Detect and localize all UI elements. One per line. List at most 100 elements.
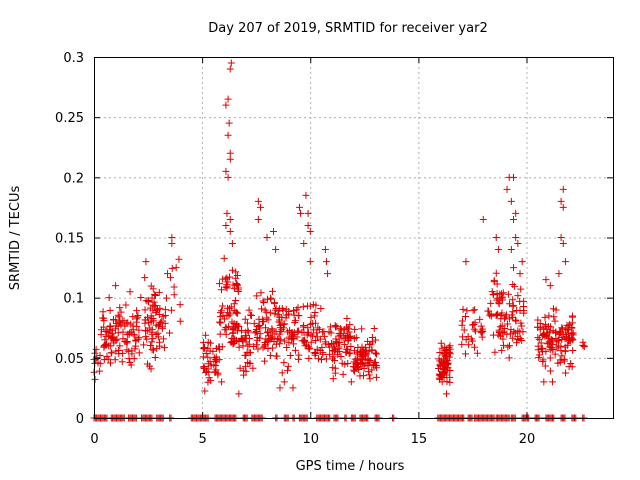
data-point bbox=[135, 349, 143, 357]
data-point bbox=[242, 367, 250, 375]
data-point bbox=[217, 319, 225, 327]
data-point bbox=[322, 355, 330, 363]
data-point bbox=[99, 308, 107, 316]
data-point bbox=[462, 313, 470, 321]
data-point bbox=[371, 361, 379, 369]
data-point bbox=[507, 197, 515, 205]
data-point bbox=[250, 320, 258, 328]
data-point bbox=[549, 327, 557, 335]
data-point bbox=[129, 326, 137, 334]
data-point bbox=[579, 338, 587, 346]
data-point bbox=[104, 355, 112, 363]
data-point bbox=[155, 310, 163, 318]
data-point bbox=[119, 328, 127, 336]
data-point bbox=[108, 327, 116, 335]
data-point bbox=[562, 369, 570, 377]
data-point bbox=[559, 185, 567, 193]
data-point bbox=[153, 344, 161, 352]
x-tick-label: 15 bbox=[411, 432, 428, 447]
data-point bbox=[116, 304, 124, 312]
data-point bbox=[286, 352, 294, 360]
data-point bbox=[257, 289, 265, 297]
data-point bbox=[232, 308, 240, 316]
data-point bbox=[161, 306, 169, 314]
data-point bbox=[222, 221, 230, 229]
data-point bbox=[331, 322, 339, 330]
data-point bbox=[487, 299, 495, 307]
data-point bbox=[168, 240, 176, 248]
data-point bbox=[151, 302, 159, 310]
data-point bbox=[158, 324, 166, 332]
data-point bbox=[243, 348, 251, 356]
data-point bbox=[269, 227, 277, 235]
data-point bbox=[149, 346, 157, 354]
data-point bbox=[107, 359, 115, 367]
data-point bbox=[569, 313, 577, 321]
data-point bbox=[552, 338, 560, 346]
data-point bbox=[365, 347, 373, 355]
data-point bbox=[228, 318, 236, 326]
data-point bbox=[164, 270, 172, 278]
data-point bbox=[272, 246, 280, 254]
data-point bbox=[274, 334, 282, 342]
data-point bbox=[226, 149, 234, 157]
data-point bbox=[149, 335, 157, 343]
data-point bbox=[114, 329, 122, 337]
data-point bbox=[244, 327, 252, 335]
data-point bbox=[217, 286, 225, 294]
data-point bbox=[460, 326, 468, 334]
data-point bbox=[232, 297, 240, 305]
data-point bbox=[484, 307, 492, 315]
data-point bbox=[535, 335, 543, 343]
data-point bbox=[341, 360, 349, 368]
data-point bbox=[235, 390, 243, 398]
data-point bbox=[233, 281, 241, 289]
data-point bbox=[503, 185, 511, 193]
data-point bbox=[327, 329, 335, 337]
data-point bbox=[337, 353, 345, 361]
data-point bbox=[314, 355, 322, 363]
data-point bbox=[227, 59, 235, 67]
data-point bbox=[166, 329, 174, 337]
data-point bbox=[552, 306, 560, 314]
data-point bbox=[223, 311, 231, 319]
data-point bbox=[92, 345, 100, 353]
data-point bbox=[228, 338, 236, 346]
data-point bbox=[564, 336, 572, 344]
data-point bbox=[253, 336, 261, 344]
x-tick-label: 20 bbox=[519, 432, 536, 447]
data-point bbox=[284, 362, 292, 370]
data-point bbox=[547, 323, 555, 331]
data-point bbox=[304, 209, 312, 217]
data-point bbox=[245, 335, 253, 343]
data-point bbox=[370, 325, 378, 333]
data-point bbox=[541, 362, 549, 370]
data-point bbox=[493, 311, 501, 319]
data-point bbox=[253, 341, 261, 349]
data-point bbox=[506, 342, 514, 350]
data-point bbox=[222, 101, 230, 109]
data-point bbox=[280, 337, 288, 345]
data-point bbox=[92, 355, 100, 363]
data-point bbox=[504, 290, 512, 298]
data-point bbox=[351, 325, 359, 333]
data-point bbox=[128, 347, 136, 355]
x-tick-label: 5 bbox=[198, 432, 206, 447]
data-point bbox=[534, 346, 542, 354]
data-point bbox=[168, 264, 176, 272]
data-point bbox=[537, 339, 545, 347]
data-point bbox=[175, 255, 183, 263]
data-point bbox=[166, 274, 174, 282]
data-point bbox=[569, 347, 577, 355]
data-point bbox=[253, 292, 261, 300]
data-point bbox=[498, 322, 506, 330]
data-point bbox=[220, 315, 228, 323]
data-point bbox=[132, 336, 140, 344]
data-point bbox=[356, 372, 364, 380]
data-point bbox=[510, 215, 518, 223]
data-point bbox=[130, 355, 138, 363]
data-point bbox=[151, 290, 159, 298]
data-point bbox=[440, 358, 448, 366]
data-point bbox=[146, 324, 154, 332]
data-point bbox=[463, 307, 471, 315]
